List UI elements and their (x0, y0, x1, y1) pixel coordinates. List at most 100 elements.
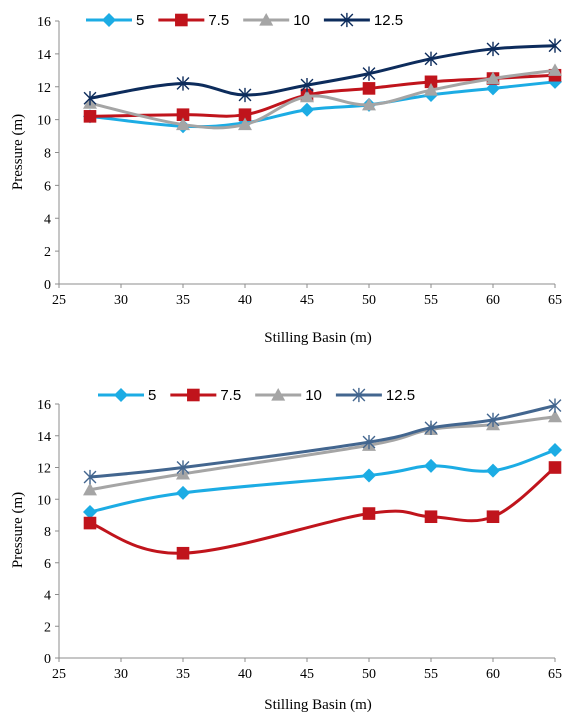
data-point (238, 117, 252, 131)
legend-marker (271, 388, 286, 401)
x-tick-label: 40 (238, 293, 252, 308)
data-point (362, 507, 376, 520)
y-axis-title: Pressure (m) (10, 492, 26, 568)
data-point (83, 91, 97, 106)
y-tick-label: 10 (37, 493, 51, 508)
data-point (486, 81, 500, 96)
data-point (362, 97, 376, 111)
legend-marker (175, 13, 188, 27)
data-point (176, 108, 190, 121)
x-tick-label: 30 (114, 667, 128, 682)
pressure-chart-top: 5 7.5 10 12.5 25 30 35 40 45 50 55 60 65 0 2 4 6 8 10 12 14… (10, 12, 562, 346)
y-tick-label: 8 (44, 147, 51, 162)
legend-item-7.5: 7.5 (158, 12, 229, 29)
legend-label: 7.5 (208, 12, 229, 29)
x-tick-label: 55 (424, 667, 438, 682)
y-axis-title: Pressure (m) (10, 114, 26, 190)
data-point (486, 412, 500, 428)
x-tick-label: 45 (300, 293, 314, 308)
legend-item-10: 10 (243, 12, 310, 29)
x-tick-label: 50 (362, 667, 376, 682)
y-tick-label: 0 (44, 652, 51, 667)
data-point (486, 41, 500, 57)
data-point (424, 510, 438, 524)
x-tick-label: 60 (486, 667, 500, 682)
data-point (548, 398, 562, 413)
series-line-5 (89, 448, 556, 514)
legend-label: 12.5 (374, 12, 403, 29)
y-tick-label: 12 (37, 462, 51, 477)
x-tick-label: 25 (52, 667, 66, 682)
data-point (300, 77, 314, 93)
x-tick-label: 30 (114, 293, 128, 308)
data-point (486, 463, 500, 478)
data-point (362, 468, 376, 483)
y-tick-label: 6 (44, 179, 51, 194)
data-point (424, 51, 438, 66)
series-5 (83, 443, 562, 519)
legend-item-7.5: 7.5 (170, 387, 241, 404)
legend-label: 7.5 (220, 387, 241, 404)
data-point (548, 409, 562, 423)
data-point (424, 75, 438, 89)
y-tick-label: 2 (44, 620, 51, 635)
y-tick-label: 2 (44, 245, 51, 260)
data-point (362, 66, 376, 81)
data-point (176, 117, 190, 131)
x-tick-label: 60 (486, 293, 500, 308)
legend-marker (187, 388, 200, 402)
data-point (176, 485, 190, 500)
data-point (424, 83, 438, 96)
x-tick-label: 40 (238, 667, 252, 682)
legend-label: 10 (293, 12, 310, 29)
legend-marker (340, 12, 354, 28)
y-tick-label: 6 (44, 557, 51, 572)
data-point (424, 458, 438, 473)
data-point (300, 102, 314, 117)
y-tick-label: 14 (37, 430, 51, 445)
legend-marker (114, 388, 128, 402)
series-10 (83, 63, 562, 131)
legend-item-5: 5 (98, 387, 156, 404)
y-tick-label: 16 (37, 15, 51, 30)
y-tick-label: 8 (44, 525, 51, 540)
x-axis-title: Stilling Basin (m) (264, 697, 372, 713)
x-tick-label: 65 (548, 667, 562, 682)
x-tick-label: 35 (176, 293, 190, 308)
data-point (83, 516, 97, 530)
data-point (83, 482, 97, 496)
legend-marker (259, 13, 274, 26)
legend-label: 10 (305, 387, 322, 404)
data-point (176, 460, 190, 475)
legend-item-12.5: 12.5 (323, 12, 403, 29)
data-point (548, 38, 562, 53)
data-point (83, 469, 97, 485)
data-point (486, 71, 500, 85)
series-12.5 (83, 38, 562, 106)
legend-item-5: 5 (86, 12, 144, 29)
data-point (362, 434, 376, 450)
data-point (486, 510, 500, 524)
data-point (238, 108, 252, 121)
data-point (176, 76, 190, 91)
data-point (424, 420, 438, 435)
y-tick-label: 12 (37, 81, 51, 96)
legend-label: 5 (136, 12, 144, 29)
legend-marker (352, 387, 366, 403)
x-tick-label: 50 (362, 293, 376, 308)
data-point (300, 89, 314, 103)
x-tick-label: 45 (300, 667, 314, 682)
series-line-12.5 (89, 404, 556, 479)
data-point (238, 87, 252, 103)
legend-item-12.5: 12.5 (335, 387, 415, 404)
data-point (83, 504, 97, 519)
legend-label: 5 (148, 387, 156, 404)
x-tick-label: 25 (52, 293, 66, 308)
series-line-10 (89, 68, 556, 130)
y-tick-label: 4 (44, 589, 51, 604)
series-7.5 (83, 461, 562, 560)
y-tick-label: 14 (37, 48, 51, 63)
x-axis-title: Stilling Basin (m) (264, 330, 372, 346)
data-point (83, 110, 97, 123)
pressure-chart-bottom: 5 7.5 10 12.5 25 30 35 40 45 50 55 60 65 0 2 4 6 8 10 12 14… (10, 387, 562, 713)
